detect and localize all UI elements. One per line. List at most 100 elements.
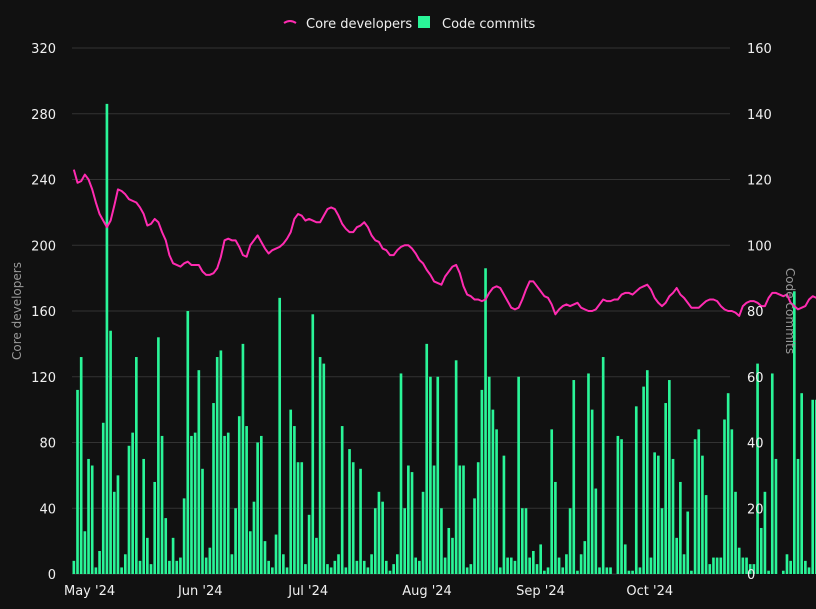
commit-bar bbox=[370, 554, 373, 574]
commit-bar bbox=[87, 458, 90, 574]
commit-bar bbox=[454, 360, 458, 574]
gridlines bbox=[72, 47, 730, 575]
commit-bar bbox=[789, 560, 792, 574]
commit-bar bbox=[730, 429, 734, 574]
commit-bar bbox=[362, 560, 366, 574]
commit-bar bbox=[748, 564, 752, 574]
right-y-tick-label: 120 bbox=[747, 174, 772, 189]
commit-bar bbox=[443, 557, 447, 574]
left-y-tick-label: 0 bbox=[48, 568, 56, 583]
commit-bar bbox=[811, 399, 815, 574]
commit-bar bbox=[587, 373, 590, 574]
commit-bar bbox=[168, 560, 171, 574]
commit-bar bbox=[645, 370, 649, 574]
commit-bar bbox=[289, 409, 293, 574]
commit-bar bbox=[623, 544, 627, 574]
commit-bar bbox=[263, 541, 267, 574]
commit-bar bbox=[785, 554, 789, 574]
commit-bar bbox=[171, 537, 175, 574]
commit-bar bbox=[432, 465, 436, 574]
commit-bar bbox=[182, 498, 186, 574]
commit-bar bbox=[598, 567, 601, 574]
legend[interactable]: Core developers Code commits bbox=[283, 16, 536, 32]
commit-bar bbox=[653, 452, 656, 574]
commit-bar bbox=[157, 337, 160, 574]
commit-bar bbox=[756, 363, 759, 574]
commit-bar bbox=[804, 560, 807, 574]
commit-bar bbox=[256, 442, 259, 574]
commit-bar bbox=[329, 567, 333, 574]
legend-line-swatch bbox=[283, 20, 297, 24]
commit-bar bbox=[300, 462, 304, 574]
legend-label-core-developers: Core developers bbox=[306, 17, 412, 32]
commit-bar bbox=[410, 472, 414, 574]
commit-bar bbox=[656, 455, 660, 574]
commit-bar bbox=[241, 343, 245, 574]
commit-bar bbox=[473, 498, 476, 574]
commit-bar bbox=[90, 465, 94, 574]
commit-bar bbox=[142, 458, 146, 574]
commit-bar bbox=[767, 570, 770, 574]
commit-bar bbox=[436, 376, 440, 574]
commit-bar bbox=[576, 570, 579, 574]
commit-bar bbox=[634, 406, 638, 574]
right-y-tick-label: 80 bbox=[747, 305, 764, 320]
commit-bar bbox=[759, 527, 763, 574]
commit-bar bbox=[543, 570, 546, 574]
left-y-tick-label: 200 bbox=[31, 239, 56, 254]
commit-bar bbox=[293, 426, 296, 574]
left-y-tick-label: 160 bbox=[31, 305, 56, 320]
commit-bar bbox=[752, 564, 756, 574]
commit-bar bbox=[98, 550, 101, 574]
commit-bar bbox=[153, 481, 157, 574]
commit-bar bbox=[212, 403, 215, 574]
commit-bar bbox=[146, 537, 149, 574]
commit-bar bbox=[741, 557, 745, 574]
legend-item-code-commits[interactable]: Code commits bbox=[418, 16, 536, 32]
commit-bar bbox=[149, 564, 153, 574]
commit-bar bbox=[267, 560, 270, 574]
commit-bar bbox=[414, 557, 418, 574]
commit-bar bbox=[359, 468, 362, 574]
legend-square-swatch bbox=[418, 16, 430, 28]
commit-bar bbox=[697, 429, 701, 574]
left-y-axis-title: Core developers bbox=[10, 262, 24, 360]
commit-bar bbox=[781, 570, 785, 574]
commit-bar bbox=[223, 435, 226, 574]
commit-bar bbox=[568, 508, 572, 574]
commit-bar bbox=[565, 554, 568, 574]
commit-bar bbox=[509, 557, 513, 574]
core-developers-line bbox=[72, 169, 816, 317]
commit-bar bbox=[506, 557, 509, 574]
legend-item-core-developers[interactable]: Core developers bbox=[283, 17, 412, 32]
left-y-tick-label: 80 bbox=[39, 437, 56, 452]
commit-bar bbox=[179, 557, 182, 574]
commit-bar bbox=[105, 103, 109, 574]
commit-bar bbox=[237, 416, 241, 574]
commit-bar bbox=[476, 462, 480, 574]
commit-bar bbox=[487, 376, 491, 574]
x-tick-label: Oct '24 bbox=[626, 584, 673, 599]
commit-bar bbox=[340, 426, 344, 574]
commit-bar bbox=[609, 567, 612, 574]
commit-bar bbox=[554, 481, 557, 574]
right-y-tick-label: 160 bbox=[747, 42, 772, 57]
commit-bar bbox=[392, 564, 395, 574]
commit-bar bbox=[175, 560, 179, 574]
commit-bar bbox=[800, 393, 804, 574]
commit-bar bbox=[197, 370, 201, 574]
commit-bar bbox=[351, 462, 355, 574]
commit-bar bbox=[282, 554, 285, 574]
commit-bar bbox=[616, 435, 620, 574]
commit-bar bbox=[690, 570, 693, 574]
commit-bar bbox=[675, 537, 679, 574]
commit-bar bbox=[745, 557, 748, 574]
commit-bar bbox=[101, 422, 105, 574]
commit-bar bbox=[193, 432, 197, 574]
commit-bar bbox=[373, 508, 377, 574]
commit-bar bbox=[326, 564, 329, 574]
commit-bar bbox=[127, 445, 131, 574]
commit-bar bbox=[226, 432, 230, 574]
commit-bar bbox=[480, 389, 484, 574]
